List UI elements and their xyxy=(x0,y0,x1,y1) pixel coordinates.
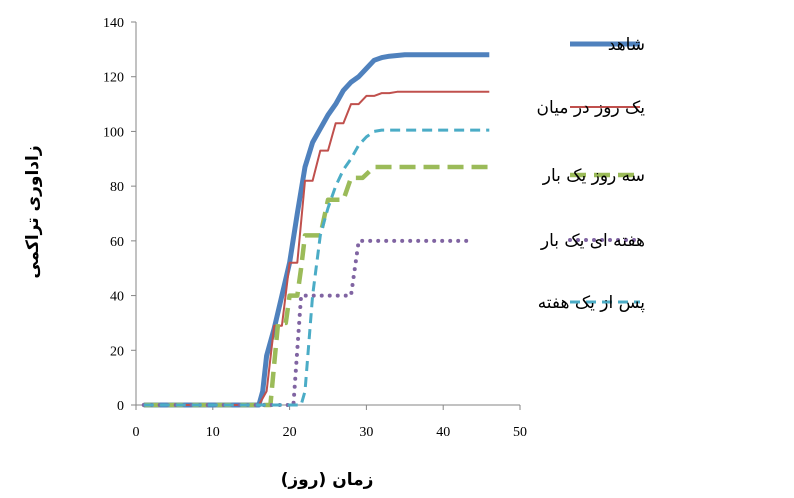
series-line xyxy=(143,52,490,408)
x-tick-label: 0 xyxy=(133,425,140,440)
legend: شاهد یک روز در میان سه روز یک بار هفته ای ی… xyxy=(537,35,646,313)
x-tick-label: 30 xyxy=(359,425,373,440)
y-tick-label: 0 xyxy=(117,399,124,414)
x-tick-label: 20 xyxy=(283,425,297,440)
series-line xyxy=(141,238,469,407)
axes: 0 20 40 60 80 100 120 140 0 10 20 30 40 50 xyxy=(103,16,527,440)
series-line xyxy=(143,164,490,408)
legend-label: یک روز در میان xyxy=(537,98,646,118)
y-axis-title: زاداوری تراکمی xyxy=(23,145,43,278)
legend-label: شاهد xyxy=(608,35,645,55)
y-tick-label: 80 xyxy=(110,180,124,195)
x-tick-label: 10 xyxy=(206,425,220,440)
y-tick-label: 120 xyxy=(103,71,124,86)
legend-label: پس از یک هفته xyxy=(538,293,646,313)
series-group xyxy=(141,52,490,408)
y-tick-label: 20 xyxy=(110,344,124,359)
legend-label: سه روز یک بار xyxy=(542,166,645,186)
y-tick-label: 140 xyxy=(103,16,124,31)
y-tick-label: 60 xyxy=(110,235,124,250)
legend-label: هفته ای یک بار xyxy=(540,231,645,251)
y-tick-label: 100 xyxy=(103,125,124,140)
x-axis-title: زمان (روز) xyxy=(281,470,374,490)
y-tick-label: 40 xyxy=(110,290,124,305)
x-tick-label: 40 xyxy=(436,425,450,440)
x-tick-label: 50 xyxy=(513,425,527,440)
series-line xyxy=(143,128,490,407)
